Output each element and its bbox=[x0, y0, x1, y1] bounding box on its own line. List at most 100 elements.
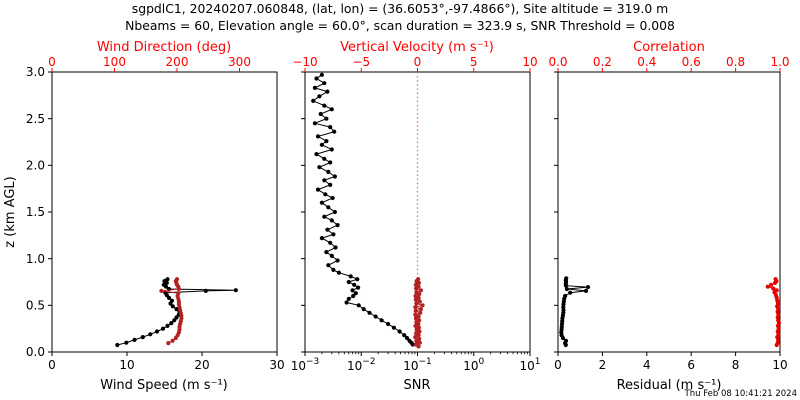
x-tick-label: 100 bbox=[463, 357, 484, 373]
series-marker bbox=[564, 286, 570, 292]
x-tick-label: 0 bbox=[554, 358, 562, 372]
residual-axis-label: Residual (m s⁻¹) bbox=[617, 378, 722, 393]
series-marker bbox=[329, 218, 334, 223]
series-marker bbox=[410, 342, 415, 347]
series-line-snr bbox=[312, 74, 414, 345]
series-marker bbox=[417, 340, 422, 345]
series-marker bbox=[413, 342, 418, 347]
series-marker bbox=[329, 147, 334, 152]
series-marker bbox=[326, 169, 331, 174]
series-marker bbox=[314, 152, 319, 157]
series-marker bbox=[350, 288, 355, 293]
correlation-axis-label: Correlation bbox=[633, 40, 705, 55]
x-tick-label: 101 bbox=[519, 357, 540, 373]
series-marker bbox=[317, 94, 322, 99]
series-wind_direction bbox=[159, 277, 184, 346]
series-marker bbox=[353, 291, 358, 296]
z-axis-label: z (km AGL) bbox=[3, 176, 18, 247]
series-marker bbox=[332, 174, 337, 179]
series-marker bbox=[328, 160, 333, 165]
series-marker bbox=[203, 288, 208, 293]
top-tick-label: 0.2 bbox=[593, 55, 612, 69]
series-marker bbox=[165, 323, 170, 328]
series-marker bbox=[322, 156, 327, 161]
x-tick-label: 4 bbox=[643, 358, 651, 372]
series-marker bbox=[154, 329, 160, 334]
series-marker bbox=[174, 307, 179, 312]
y-tick-label: 0.5 bbox=[26, 299, 45, 313]
series-marker bbox=[583, 288, 589, 293]
series-marker bbox=[323, 192, 328, 197]
wind-direction-axis-label: Wind Direction (deg) bbox=[97, 40, 231, 55]
top-tick-label: 0 bbox=[414, 55, 422, 69]
y-tick-label: 1.5 bbox=[26, 205, 45, 219]
series-marker bbox=[568, 290, 573, 295]
series-wind_speed bbox=[115, 277, 238, 348]
series-marker bbox=[328, 182, 333, 187]
series-marker bbox=[319, 200, 324, 205]
series-marker bbox=[418, 307, 423, 312]
series-marker bbox=[312, 85, 317, 90]
series-marker bbox=[318, 111, 323, 117]
series-marker bbox=[413, 308, 418, 313]
series-marker bbox=[416, 277, 421, 282]
series-marker bbox=[335, 223, 340, 228]
series-marker bbox=[416, 325, 421, 330]
top-tick-label: 0.8 bbox=[726, 55, 745, 69]
x-tick-label: 10 bbox=[772, 358, 787, 372]
series-marker bbox=[563, 293, 568, 299]
series-marker bbox=[344, 300, 349, 305]
series-marker bbox=[564, 276, 569, 281]
x-tick-label: 2 bbox=[599, 358, 607, 372]
series-marker bbox=[326, 205, 331, 210]
series-marker bbox=[367, 310, 372, 315]
series-marker bbox=[319, 142, 324, 147]
series-marker bbox=[332, 209, 337, 215]
vertical-velocity-axis-label: Vertical Velocity (m s⁻¹) bbox=[340, 40, 494, 55]
top-tick-label: 0.4 bbox=[637, 55, 656, 69]
top-tick-label: 0.0 bbox=[548, 55, 567, 69]
series-marker bbox=[402, 333, 407, 338]
x-tick-label: 10−1 bbox=[403, 357, 432, 373]
top-tick-label: −5 bbox=[352, 55, 370, 69]
x-tick-label: 0 bbox=[48, 358, 56, 372]
figure-title: sgpdlC1, 20240207.060848, (lat, lon) = (… bbox=[0, 1, 800, 34]
x-tick-label: 10 bbox=[119, 358, 134, 372]
snr-axis-label: SNR bbox=[403, 378, 430, 393]
series-marker bbox=[324, 139, 329, 144]
series-marker bbox=[148, 332, 153, 337]
series-marker bbox=[169, 298, 175, 303]
series-marker bbox=[325, 89, 330, 94]
series-marker bbox=[165, 277, 170, 282]
series-marker bbox=[417, 336, 422, 341]
top-tick-label: 0.6 bbox=[682, 55, 701, 69]
series-marker bbox=[417, 318, 422, 323]
series-marker bbox=[351, 293, 356, 299]
top-tick-label: −10 bbox=[292, 55, 317, 69]
series-marker bbox=[170, 304, 175, 309]
panel-frame bbox=[51, 71, 278, 353]
series-marker bbox=[413, 335, 418, 340]
series-marker bbox=[169, 321, 174, 326]
series-marker bbox=[325, 227, 330, 232]
top-tick-label: 0 bbox=[48, 55, 56, 69]
series-marker bbox=[346, 296, 351, 301]
series-marker bbox=[161, 282, 166, 287]
series-marker bbox=[322, 178, 327, 183]
series-marker bbox=[331, 232, 336, 237]
series-marker bbox=[355, 277, 360, 282]
top-tick-label: 300 bbox=[228, 55, 251, 69]
series-marker bbox=[413, 282, 418, 287]
series-marker bbox=[319, 236, 324, 241]
series-marker bbox=[563, 338, 569, 343]
series-marker bbox=[333, 245, 338, 250]
creation-timestamp: Thu Feb 08 10:41:21 2024 bbox=[684, 389, 797, 399]
series-marker bbox=[124, 340, 129, 345]
top-tick-label: 100 bbox=[103, 55, 126, 69]
y-tick-label: 1.0 bbox=[26, 252, 45, 266]
series-marker bbox=[174, 277, 180, 282]
series-marker bbox=[140, 335, 145, 340]
y-tick-label: 0.0 bbox=[26, 345, 45, 359]
series-marker bbox=[418, 288, 423, 293]
